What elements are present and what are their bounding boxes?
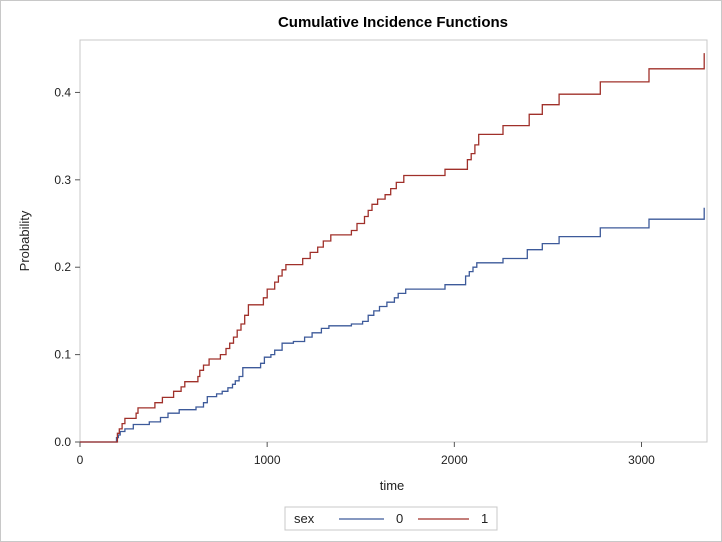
- legend-title: sex: [294, 511, 315, 526]
- series-layer: [80, 53, 705, 443]
- plot-area: [79, 39, 708, 443]
- series-line-0: [80, 207, 705, 443]
- chart-title: Cumulative Incidence Functions: [278, 14, 508, 31]
- series-line-1: [80, 53, 705, 443]
- x-tick-label: 2000: [441, 453, 468, 467]
- legend-label-1: 1: [481, 511, 488, 526]
- y-tick-label: 0.1: [54, 348, 71, 362]
- legend: sex 0 1: [284, 506, 498, 531]
- y-axis: 0.0 0.1 0.2 0.3 0.4: [54, 85, 80, 449]
- legend-label-0: 0: [396, 511, 403, 526]
- y-tick-label: 0.2: [54, 260, 71, 274]
- legend-box: [284, 506, 498, 531]
- y-axis-label: Probability: [17, 210, 32, 271]
- y-tick-label: 0.4: [54, 85, 71, 99]
- y-tick-label: 0.0: [54, 435, 71, 449]
- y-tick-label: 0.3: [54, 173, 71, 187]
- x-axis: 0 1000 2000 3000: [77, 442, 655, 467]
- x-tick-label: 3000: [628, 453, 655, 467]
- x-tick-label: 1000: [254, 453, 281, 467]
- x-axis-label: time: [380, 478, 405, 493]
- x-tick-label: 0: [77, 453, 84, 467]
